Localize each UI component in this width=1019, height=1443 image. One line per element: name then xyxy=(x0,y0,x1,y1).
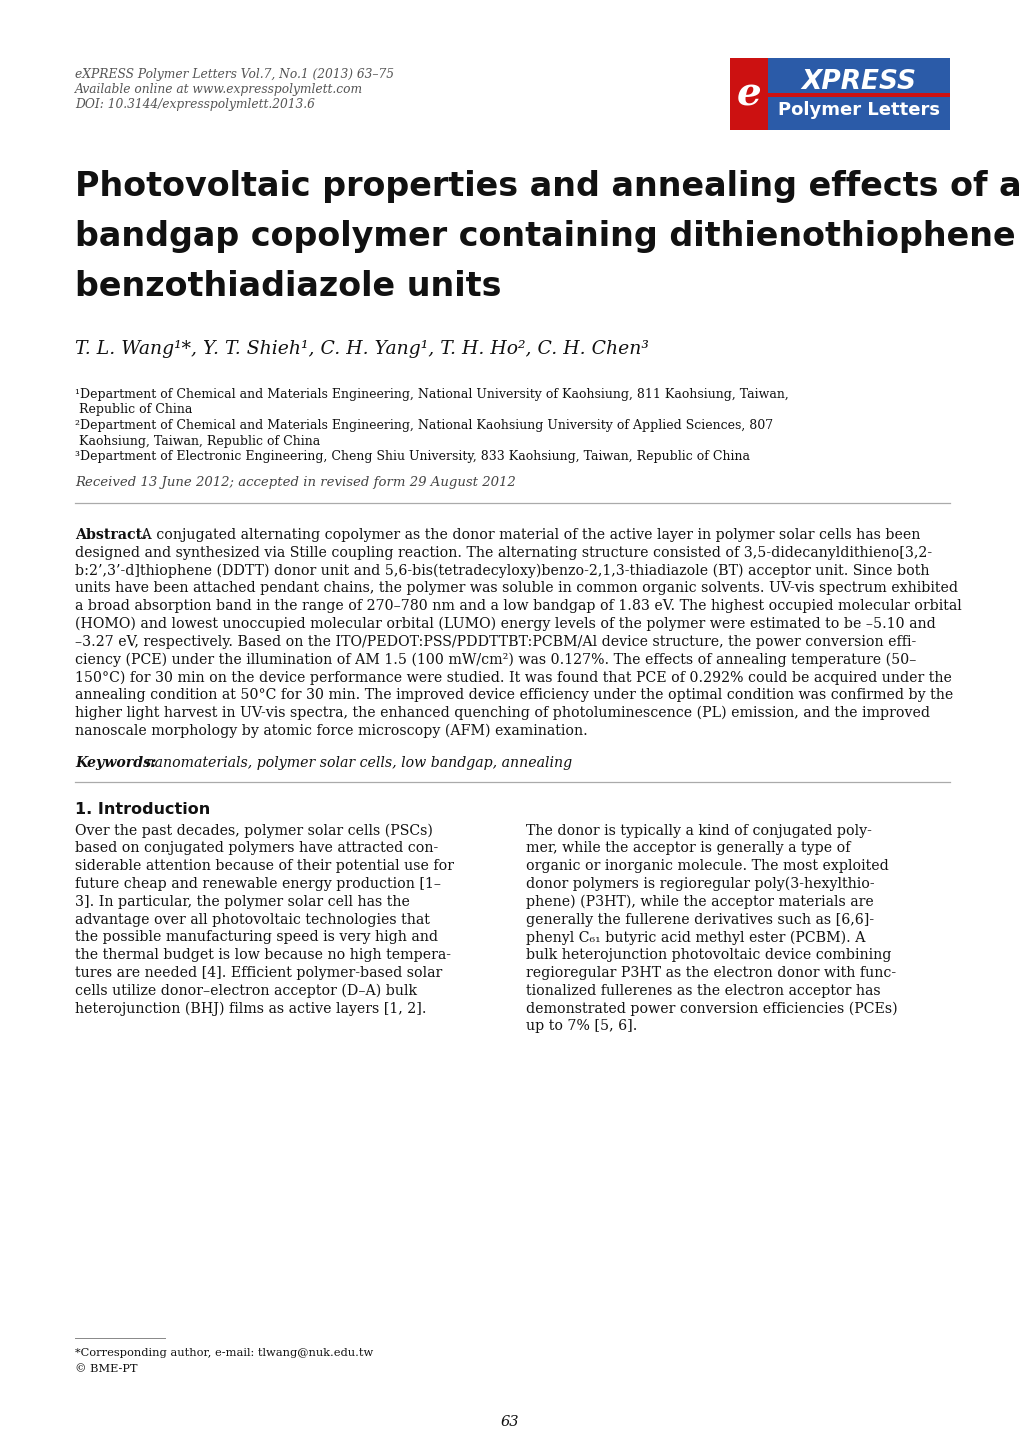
Text: eXPRESS Polymer Letters Vol.7, No.1 (2013) 63–75: eXPRESS Polymer Letters Vol.7, No.1 (201… xyxy=(75,68,393,81)
Text: heterojunction (BHJ) films as active layers [1, 2].: heterojunction (BHJ) films as active lay… xyxy=(75,1001,426,1016)
Text: A conjugated alternating copolymer as the donor material of the active layer in : A conjugated alternating copolymer as th… xyxy=(137,528,919,543)
Text: 3]. In particular, the polymer solar cell has the: 3]. In particular, the polymer solar cel… xyxy=(75,895,410,909)
Text: benzothiadiazole units: benzothiadiazole units xyxy=(75,270,501,303)
Text: Kaohsiung, Taiwan, Republic of China: Kaohsiung, Taiwan, Republic of China xyxy=(75,434,320,447)
Text: units have been attached pendant chains, the polymer was soluble in common organ: units have been attached pendant chains,… xyxy=(75,582,957,596)
Text: The donor is typically a kind of conjugated poly-: The donor is typically a kind of conjuga… xyxy=(526,824,871,837)
Text: siderable attention because of their potential use for: siderable attention because of their pot… xyxy=(75,859,453,873)
Text: e: e xyxy=(736,75,760,113)
Text: Over the past decades, polymer solar cells (PSCs): Over the past decades, polymer solar cel… xyxy=(75,824,432,838)
Text: higher light harvest in UV-vis spectra, the enhanced quenching of photoluminesce: higher light harvest in UV-vis spectra, … xyxy=(75,706,929,720)
Text: annealing condition at 50°C for 30 min. The improved device efficiency under the: annealing condition at 50°C for 30 min. … xyxy=(75,688,953,703)
Text: Received 13 June 2012; accepted in revised form 29 August 2012: Received 13 June 2012; accepted in revis… xyxy=(75,476,516,489)
Text: up to 7% [5, 6].: up to 7% [5, 6]. xyxy=(526,1019,637,1033)
Text: Polymer Letters: Polymer Letters xyxy=(777,101,940,118)
Text: (HOMO) and lowest unoccupied molecular orbital (LUMO) energy levels of the polym: (HOMO) and lowest unoccupied molecular o… xyxy=(75,618,934,632)
Text: nanomaterials, polymer solar cells, low bandgap, annealing: nanomaterials, polymer solar cells, low … xyxy=(141,756,572,769)
Text: bandgap copolymer containing dithienothiophene and: bandgap copolymer containing dithienothi… xyxy=(75,219,1019,253)
Text: © BME-PT: © BME-PT xyxy=(75,1364,138,1374)
Text: 150°C) for 30 min on the device performance were studied. It was found that PCE : 150°C) for 30 min on the device performa… xyxy=(75,671,951,685)
Text: b:2’,3’-d]thiophene (DDTT) donor unit and 5,6-bis(tetradecyloxy)benzo-2,1,3-thia: b:2’,3’-d]thiophene (DDTT) donor unit an… xyxy=(75,564,928,579)
Text: tionalized fullerenes as the electron acceptor has: tionalized fullerenes as the electron ac… xyxy=(526,984,879,997)
Text: DOI: 10.3144/expresspolymlett.2013.6: DOI: 10.3144/expresspolymlett.2013.6 xyxy=(75,98,315,111)
Text: demonstrated power conversion efficiencies (PCEs): demonstrated power conversion efficienci… xyxy=(526,1001,897,1016)
Text: organic or inorganic molecule. The most exploited: organic or inorganic molecule. The most … xyxy=(526,859,888,873)
Text: ²Department of Chemical and Materials Engineering, National Kaohsiung University: ²Department of Chemical and Materials En… xyxy=(75,418,772,431)
Text: ¹Department of Chemical and Materials Engineering, National University of Kaohsi: ¹Department of Chemical and Materials En… xyxy=(75,388,788,401)
Text: designed and synthesized via Stille coupling reaction. The alternating structure: designed and synthesized via Stille coup… xyxy=(75,545,931,560)
Text: donor polymers is regioregular poly(3-hexylthio-: donor polymers is regioregular poly(3-he… xyxy=(526,877,873,892)
Bar xyxy=(767,94,949,98)
Text: mer, while the acceptor is generally a type of: mer, while the acceptor is generally a t… xyxy=(526,841,850,856)
Text: 63: 63 xyxy=(500,1416,519,1429)
Bar xyxy=(730,58,949,130)
Text: nanoscale morphology by atomic force microscopy (AFM) examination.: nanoscale morphology by atomic force mic… xyxy=(75,724,587,739)
Text: tures are needed [4]. Efficient polymer-based solar: tures are needed [4]. Efficient polymer-… xyxy=(75,965,442,980)
Text: based on conjugated polymers have attracted con-: based on conjugated polymers have attrac… xyxy=(75,841,438,856)
Text: XPRESS: XPRESS xyxy=(801,69,916,95)
Text: Photovoltaic properties and annealing effects of a low: Photovoltaic properties and annealing ef… xyxy=(75,170,1019,203)
Text: –3.27 eV, respectively. Based on the ITO/PEDOT:PSS/PDDTTBT:PCBM/Al device struct: –3.27 eV, respectively. Based on the ITO… xyxy=(75,635,915,649)
Text: regioregular P3HT as the electron donor with func-: regioregular P3HT as the electron donor … xyxy=(526,965,896,980)
Text: future cheap and renewable energy production [1–: future cheap and renewable energy produc… xyxy=(75,877,440,890)
Text: advantage over all photovoltaic technologies that: advantage over all photovoltaic technolo… xyxy=(75,912,429,926)
Text: 1. Introduction: 1. Introduction xyxy=(75,802,210,817)
Text: Abstract.: Abstract. xyxy=(75,528,147,543)
Text: a broad absorption band in the range of 270–780 nm and a low bandgap of 1.83 eV.: a broad absorption band in the range of … xyxy=(75,599,961,613)
Text: Keywords:: Keywords: xyxy=(75,756,156,769)
Text: generally the fullerene derivatives such as [6,6]-: generally the fullerene derivatives such… xyxy=(526,912,873,926)
Text: cells utilize donor–electron acceptor (D–A) bulk: cells utilize donor–electron acceptor (D… xyxy=(75,984,417,999)
Text: bulk heterojunction photovoltaic device combining: bulk heterojunction photovoltaic device … xyxy=(526,948,891,962)
Text: the possible manufacturing speed is very high and: the possible manufacturing speed is very… xyxy=(75,931,437,944)
Text: phene) (P3HT), while the acceptor materials are: phene) (P3HT), while the acceptor materi… xyxy=(526,895,873,909)
Text: *Corresponding author, e-mail: tlwang@nuk.edu.tw: *Corresponding author, e-mail: tlwang@nu… xyxy=(75,1348,373,1358)
Text: Republic of China: Republic of China xyxy=(75,404,193,417)
Text: phenyl C₆₁ butyric acid methyl ester (PCBM). A: phenyl C₆₁ butyric acid methyl ester (PC… xyxy=(526,931,865,945)
Bar xyxy=(730,58,767,130)
Text: T. L. Wang¹*, Y. T. Shieh¹, C. H. Yang¹, T. H. Ho², C. H. Chen³: T. L. Wang¹*, Y. T. Shieh¹, C. H. Yang¹,… xyxy=(75,341,648,358)
Text: the thermal budget is low because no high tempera-: the thermal budget is low because no hig… xyxy=(75,948,450,962)
Text: ciency (PCE) under the illumination of AM 1.5 (100 mW/cm²) was 0.127%. The effec: ciency (PCE) under the illumination of A… xyxy=(75,652,915,667)
Text: ³Department of Electronic Engineering, Cheng Shiu University, 833 Kaohsiung, Tai: ³Department of Electronic Engineering, C… xyxy=(75,450,749,463)
Text: Available online at www.expresspolymlett.com: Available online at www.expresspolymlett… xyxy=(75,84,363,97)
